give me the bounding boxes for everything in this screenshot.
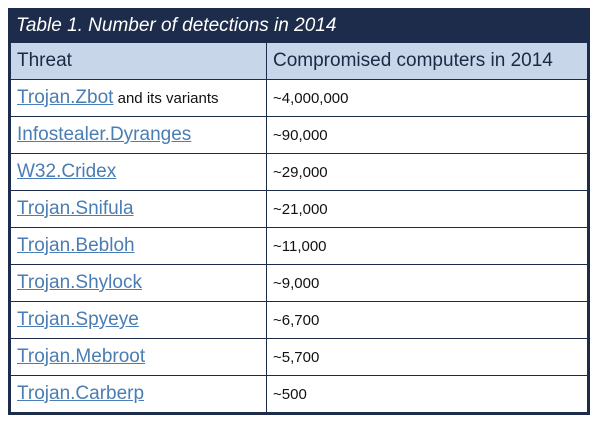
table-row: W32.Cridex ~29,000 — [10, 153, 588, 191]
threat-link[interactable]: Trojan.Carberp — [17, 383, 145, 404]
header-row: Threat Compromised computers in 2014 — [10, 42, 588, 80]
detections-grid: Threat Compromised computers in 2014 Tro… — [10, 42, 588, 413]
threat-cell: Trojan.Spyeye — [10, 301, 267, 339]
table-caption: Table 1. Number of detections in 2014 — [10, 10, 588, 42]
count-cell: ~11,000 — [266, 227, 588, 265]
threat-cell: Trojan.Mebroot — [10, 338, 267, 376]
table-row: Infostealer.Dyranges ~90,000 — [10, 116, 588, 154]
threat-cell: Trojan.Snifula — [10, 190, 267, 228]
count-cell: ~9,000 — [266, 264, 588, 302]
threat-link[interactable]: Trojan.Zbot — [17, 87, 114, 108]
table-row: Trojan.Mebroot ~5,700 — [10, 338, 588, 376]
threat-link[interactable]: Trojan.Bebloh — [17, 235, 135, 256]
threat-link[interactable]: Trojan.Spyeye — [17, 309, 139, 330]
count-cell: ~4,000,000 — [266, 79, 588, 117]
table-row: Trojan.Snifula ~21,000 — [10, 190, 588, 228]
threat-cell: Trojan.Bebloh — [10, 227, 267, 265]
header-compromised-computers: Compromised computers in 2014 — [266, 42, 588, 80]
count-cell: ~500 — [266, 375, 588, 413]
count-cell: ~90,000 — [266, 116, 588, 154]
threat-link[interactable]: Infostealer.Dyranges — [17, 124, 192, 145]
table-row: Trojan.Spyeye ~6,700 — [10, 301, 588, 339]
threat-suffix: and its variants — [113, 90, 219, 107]
threat-cell: W32.Cridex — [10, 153, 267, 191]
count-cell: ~5,700 — [266, 338, 588, 376]
detections-table: Table 1. Number of detections in 2014 Th… — [8, 8, 590, 415]
threat-cell: Trojan.Shylock — [10, 264, 267, 302]
count-cell: ~29,000 — [266, 153, 588, 191]
header-threat: Threat — [10, 42, 267, 80]
table-row: Trojan.Carberp ~500 — [10, 375, 588, 413]
threat-cell: Infostealer.Dyranges — [10, 116, 267, 154]
table-row: Trojan.Shylock ~9,000 — [10, 264, 588, 302]
threat-link[interactable]: Trojan.Shylock — [17, 272, 142, 293]
count-cell: ~21,000 — [266, 190, 588, 228]
count-cell: ~6,700 — [266, 301, 588, 339]
threat-link[interactable]: Trojan.Mebroot — [17, 346, 146, 367]
table-row: Trojan.Zbot and its variants ~4,000,000 — [10, 79, 588, 117]
threat-cell: Trojan.Carberp — [10, 375, 267, 413]
threat-cell: Trojan.Zbot and its variants — [10, 79, 267, 117]
threat-link[interactable]: Trojan.Snifula — [17, 198, 134, 219]
threat-link[interactable]: W32.Cridex — [17, 161, 117, 182]
table-row: Trojan.Bebloh ~11,000 — [10, 227, 588, 265]
